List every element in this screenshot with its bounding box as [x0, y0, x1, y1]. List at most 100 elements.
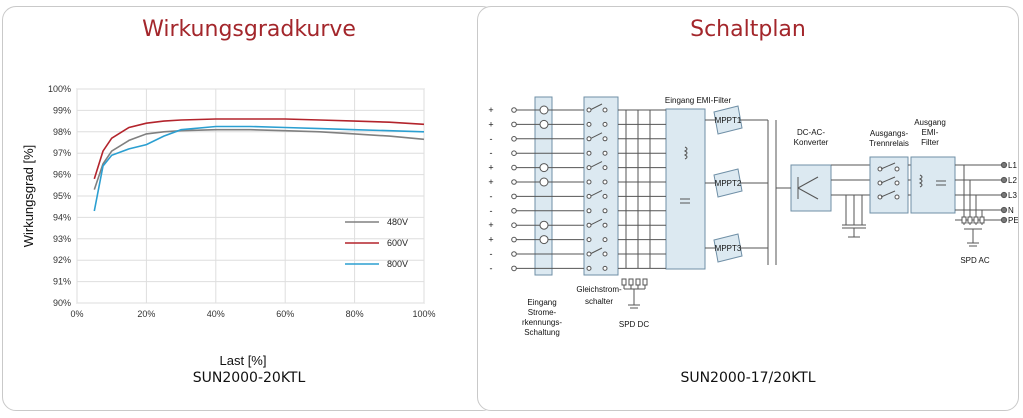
efficiency-model-label: SUN2000-20KTL: [192, 370, 306, 386]
current-detection-label-4: Schaltung: [524, 328, 560, 337]
output-label-N: N: [1008, 206, 1014, 215]
emi-output-label-1: Ausgang: [914, 118, 946, 127]
emi-output-filter-box: [910, 156, 956, 214]
efficiency-chart: 90% 91% 92% 93% 94% 95% 96% 97% 98% 99% 100% 0% 20% 4…: [21, 84, 436, 368]
polarity-label: +: [488, 235, 493, 245]
y-tick-label: 91%: [53, 277, 71, 287]
current-detection-label-3: rkennungs-: [522, 318, 562, 327]
switch-contact: [602, 150, 608, 156]
y-tick-label: 96%: [53, 170, 71, 180]
dcac-label-1: DC-AC-: [797, 128, 825, 137]
dcac-label-2: Konverter: [794, 138, 829, 147]
efficiency-title: Wirkungsgradkurve: [142, 17, 356, 42]
mppt-box: [713, 233, 743, 263]
input-terminal: [511, 222, 517, 228]
x-tick-label: 100%: [412, 309, 435, 319]
polarity-label: +: [488, 119, 493, 129]
switch-contact: [602, 107, 608, 113]
relay-label-1: Ausgangs-: [870, 129, 909, 138]
transistor-symbol: [797, 187, 819, 200]
legend-label-600V: 600V: [387, 238, 408, 248]
relay-contact: [894, 180, 900, 186]
switch-blade: [589, 247, 603, 255]
current-sensor: [539, 105, 549, 115]
polarity-label: -: [490, 191, 493, 201]
emi-input-filter-box: [665, 108, 706, 270]
output-terminal: [1000, 161, 1008, 169]
schematic-panel: Schaltplan + + - - + + - - + + - - Eingang EMI-Filte…: [477, 6, 1019, 411]
y-tick-label: 99%: [53, 105, 71, 115]
input-terminal: [511, 193, 517, 200]
switch-contact: [586, 136, 592, 142]
output-terminal: [1000, 216, 1008, 224]
switch-contact: [586, 179, 592, 185]
dc-switch-label-2: schalter: [585, 297, 613, 306]
switch-contact: [602, 251, 608, 257]
polarity-label: -: [490, 263, 493, 273]
dc-switch-label-1: Gleichstrom-: [576, 285, 622, 294]
polarity-label: -: [490, 249, 493, 259]
output-label-L1: L1: [1008, 161, 1017, 170]
switch-contact: [602, 121, 608, 127]
inductor-symbol: [918, 174, 923, 188]
switch-contact: [602, 179, 608, 185]
mppt-box: [713, 105, 743, 135]
x-axis-label: Last [%]: [220, 353, 267, 368]
y-tick-label: 92%: [53, 255, 71, 265]
input-terminal: [511, 251, 517, 257]
polarity-label: +: [488, 177, 493, 187]
relay-blade: [880, 176, 896, 184]
mppt-box: [713, 168, 743, 198]
input-terminal: [511, 150, 517, 156]
current-sensor: [539, 119, 549, 129]
y-tick-label: 90%: [53, 298, 71, 308]
polarity-label: -: [490, 134, 493, 144]
series-line-480V: [93, 128, 425, 190]
current-sensor: [539, 177, 549, 187]
polarity-label: -: [490, 148, 493, 158]
x-tick-label: 80%: [346, 309, 364, 319]
input-terminal: [511, 121, 517, 128]
relay-box: [869, 156, 909, 214]
switch-contact: [602, 165, 608, 171]
mppt-label-2: MPPT2: [715, 179, 742, 188]
series-line-600V: [93, 118, 425, 180]
switch-contact: [586, 107, 592, 113]
output-label-L3: L3: [1008, 191, 1017, 200]
y-tick-label: 98%: [53, 127, 71, 137]
x-tick-label: 60%: [276, 309, 294, 319]
switch-blade: [589, 161, 603, 169]
input-terminal: [511, 236, 517, 243]
spd-ac-element: [961, 216, 967, 224]
switch-contact: [602, 265, 608, 271]
spd-dc-element: [635, 278, 641, 286]
switch-blade: [589, 103, 603, 111]
x-tick-label: 20%: [137, 309, 155, 319]
y-tick-label: 93%: [53, 234, 71, 244]
emi-input-label: Eingang EMI-Filter: [665, 96, 732, 105]
schematic-group: + + - - + + - - + + - - Eingang EMI-Filter SPD DC MPPT…: [488, 96, 1018, 337]
switch-contact: [586, 193, 592, 199]
spd-dc-element: [642, 278, 648, 286]
spd-dc-element: [628, 278, 634, 286]
current-sensor: [539, 235, 549, 245]
schematic-model-label: SUN2000-17/20KTL: [680, 370, 816, 386]
switch-contact: [586, 265, 592, 271]
schematic-diagram: + + - - + + - - + + - - Eingang EMI-Filter SPD DC MPPT…: [488, 96, 1018, 337]
switch-contact: [586, 222, 592, 228]
switch-contact: [602, 222, 608, 228]
spd-dc-element: [621, 278, 627, 286]
switch-contact: [586, 150, 592, 156]
switch-contact: [586, 121, 592, 127]
schematic-title: Schaltplan: [690, 17, 806, 42]
legend-label-480V: 480V: [387, 217, 408, 227]
transistor-symbol: [797, 176, 819, 189]
spd-ac-label: SPD AC: [960, 256, 990, 265]
output-label-PE: PE: [1008, 216, 1018, 225]
input-terminal: [511, 107, 517, 113]
y-tick-label: 95%: [53, 191, 71, 201]
input-terminal: [511, 179, 517, 185]
input-terminal: [511, 164, 517, 171]
switch-contact: [586, 165, 592, 171]
output-label-L2: L2: [1008, 176, 1017, 185]
